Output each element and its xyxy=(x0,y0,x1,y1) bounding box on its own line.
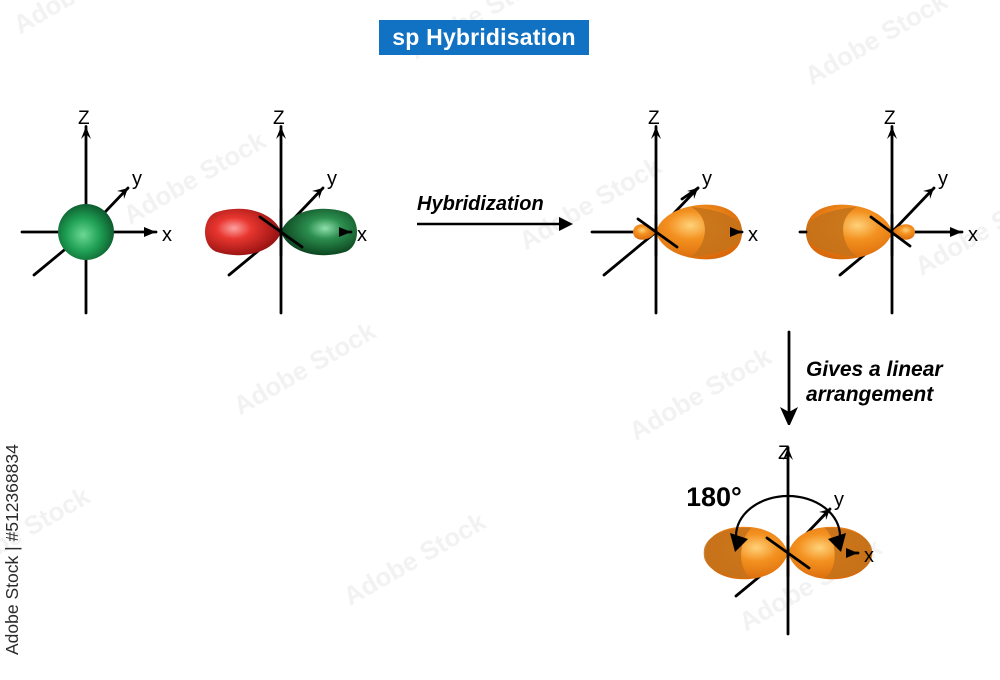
svg-text:y: y xyxy=(834,489,844,511)
svg-text:180°: 180° xyxy=(688,482,742,512)
svg-text:Z: Z xyxy=(78,108,90,129)
svg-text:Z: Z xyxy=(648,108,660,129)
svg-text:Hybridization: Hybridization xyxy=(417,193,544,215)
svg-text:y: y xyxy=(327,168,337,190)
svg-text:x: x xyxy=(162,224,172,246)
svg-text:y: y xyxy=(702,168,712,190)
svg-text:x: x xyxy=(357,224,367,246)
svg-text:y: y xyxy=(938,168,948,190)
svg-text:x: x xyxy=(968,224,978,246)
svg-text:Gives a linear: Gives a linear xyxy=(806,358,944,381)
svg-text:Z: Z xyxy=(273,108,285,129)
svg-text:arrangement: arrangement xyxy=(806,383,934,406)
svg-text:x: x xyxy=(748,224,758,246)
svg-text:y: y xyxy=(132,168,142,190)
svg-text:Z: Z xyxy=(778,443,790,464)
svg-text:Z: Z xyxy=(884,108,896,129)
svg-text:x: x xyxy=(864,545,874,567)
